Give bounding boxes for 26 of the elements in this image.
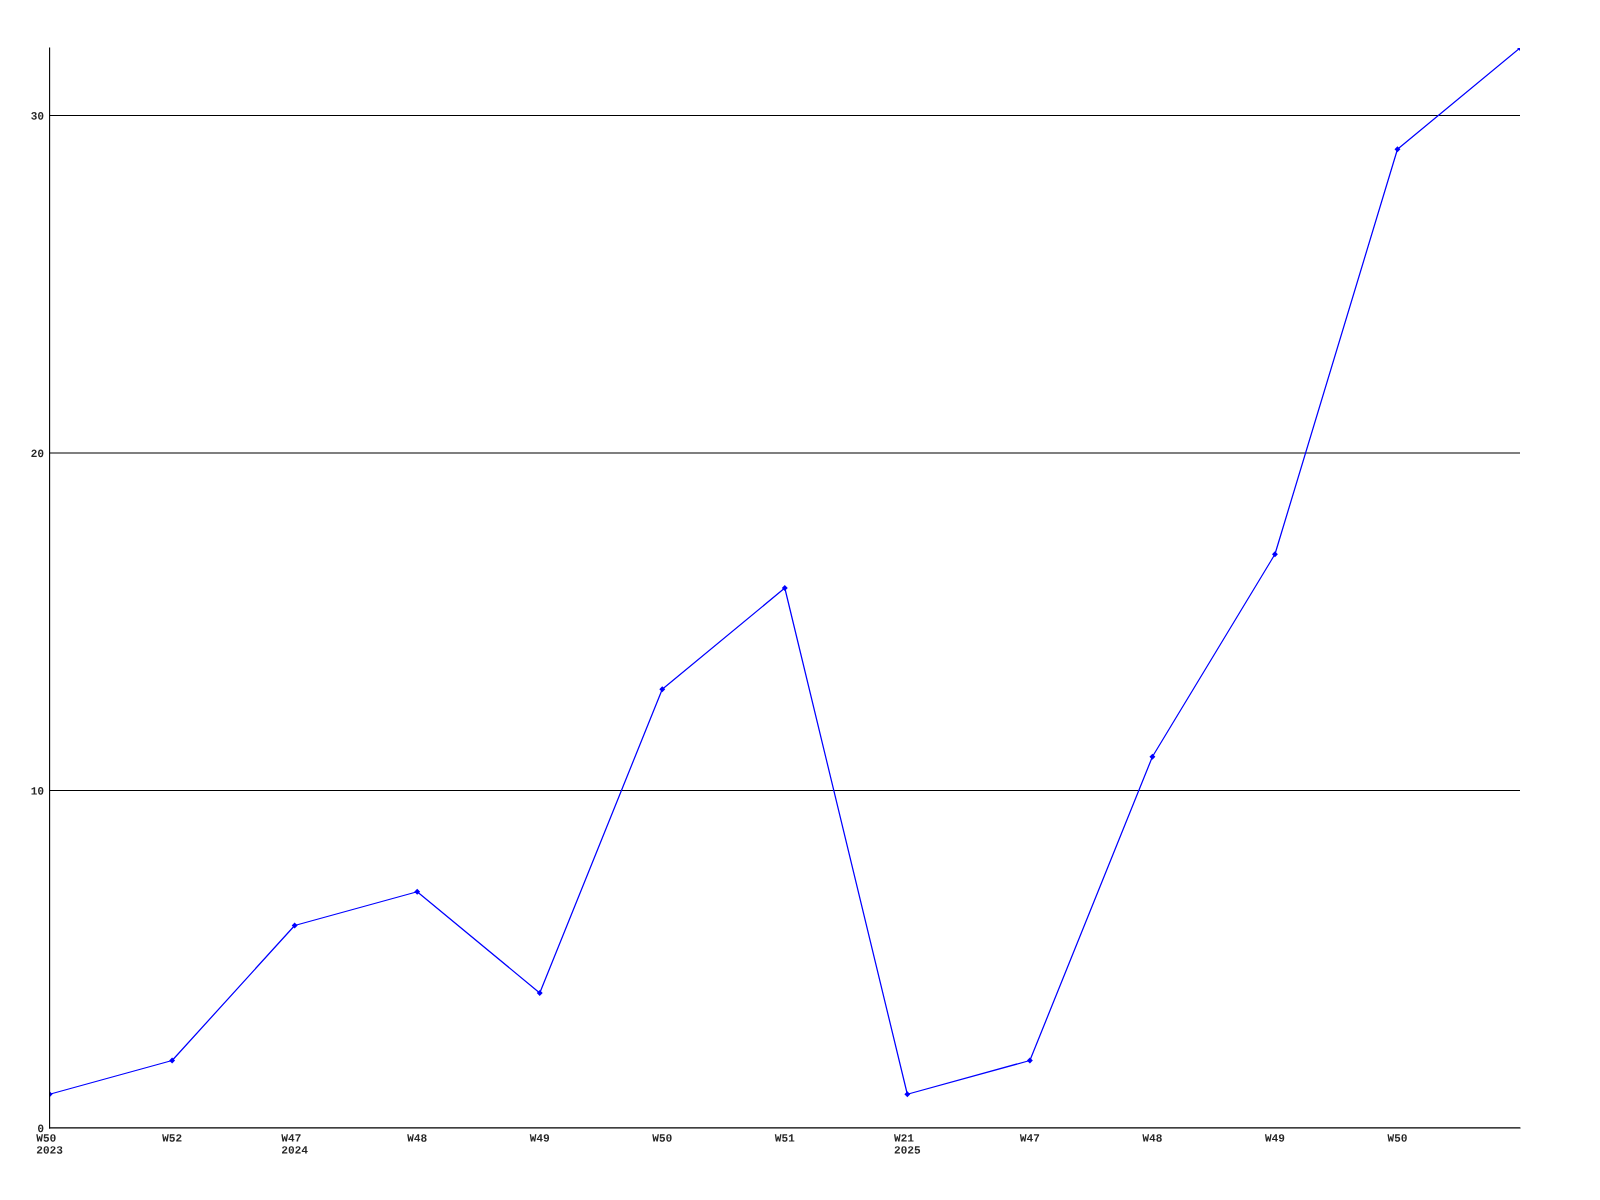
x-tick-label: W50 2023 xyxy=(36,1134,63,1154)
point xyxy=(781,585,788,591)
point xyxy=(1271,551,1278,558)
x-tick-label: W50 xyxy=(1387,1134,1407,1142)
x-tick-label: W49 xyxy=(1264,1134,1285,1142)
x-tick-label: W48 xyxy=(407,1134,427,1142)
x-tick-label: W48 xyxy=(1142,1134,1162,1142)
point xyxy=(536,990,543,996)
y-tick-label: 10 xyxy=(31,787,44,795)
x-tick-label: W52 xyxy=(162,1134,182,1142)
y-tick-label: 30 xyxy=(31,112,44,120)
point xyxy=(169,1057,176,1064)
x-tick-label: W49 xyxy=(529,1134,550,1142)
point xyxy=(904,1091,911,1098)
point xyxy=(414,888,421,895)
x-tick-label: W47 xyxy=(1019,1134,1040,1142)
point xyxy=(1394,146,1401,153)
y-tick-label: 20 xyxy=(31,449,44,458)
x-tick-label: W21 2025 xyxy=(894,1134,921,1154)
x-tick-label: W50 xyxy=(652,1134,672,1142)
point xyxy=(1149,753,1156,760)
x-tick-label: W47 2024 xyxy=(281,1134,308,1154)
y-tick-label: 0 xyxy=(38,1124,44,1133)
point xyxy=(291,922,298,929)
point xyxy=(1026,1057,1033,1064)
x-tick-label: W51 xyxy=(774,1134,795,1142)
